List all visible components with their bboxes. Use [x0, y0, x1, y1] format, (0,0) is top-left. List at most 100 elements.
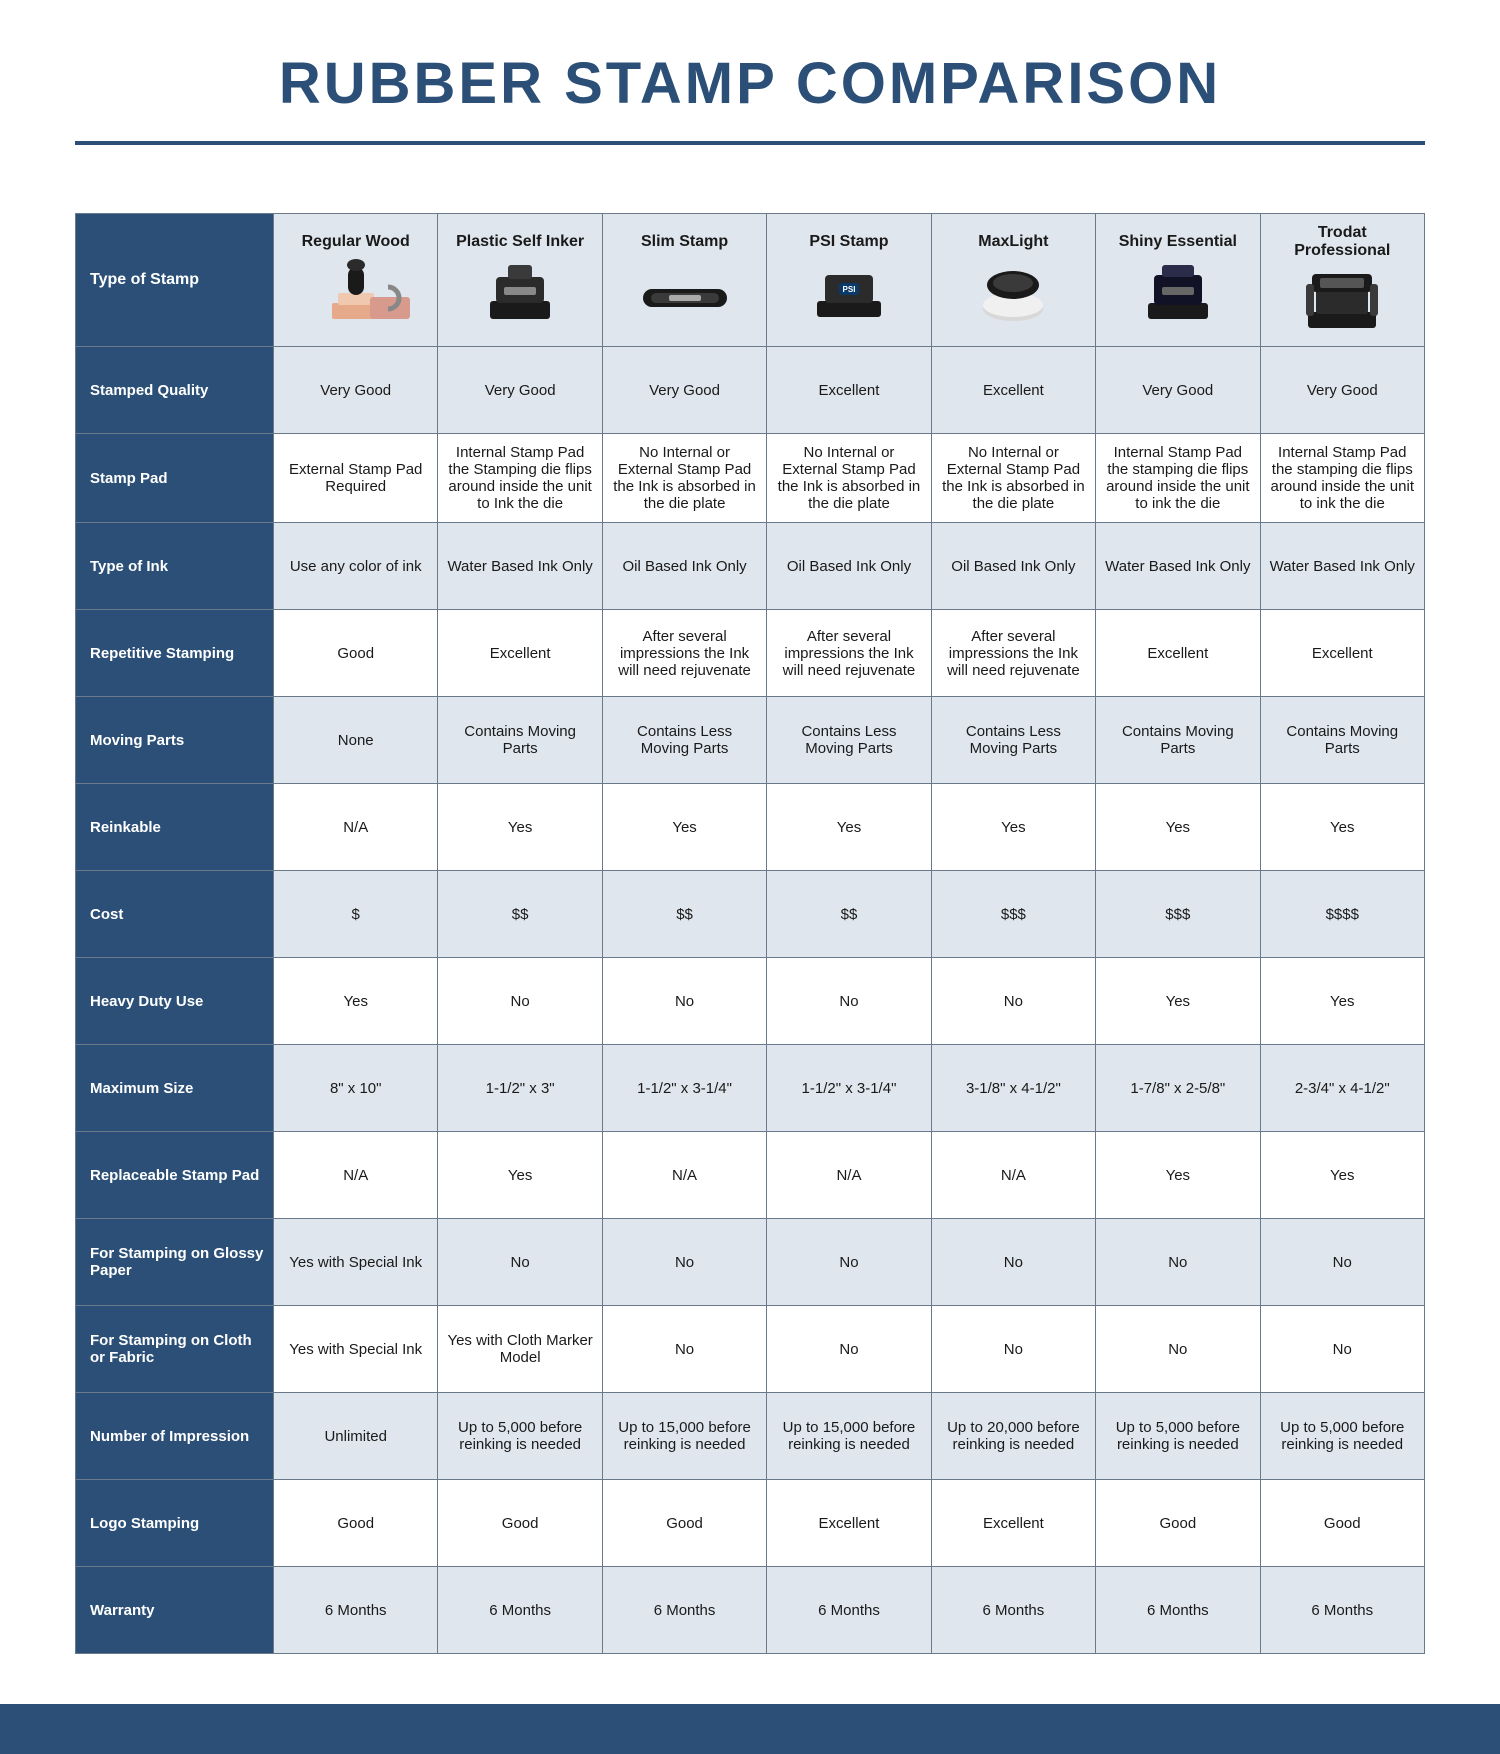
cell: 1-1/2" x 3-1/4" [602, 1045, 766, 1132]
column-header-label: PSI Stamp [775, 233, 922, 251]
table-row: Number of ImpressionUnlimitedUp to 5,000… [76, 1393, 1425, 1480]
row-header: Repetitive Stamping [76, 610, 274, 697]
cell: Internal Stamp Pad the stamping die flip… [1096, 434, 1260, 523]
cell: Excellent [767, 1480, 931, 1567]
shiny-icon [1118, 257, 1238, 327]
row-header: For Stamping on Cloth or Fabric [76, 1306, 274, 1393]
header-row: Type of StampRegular WoodPlastic Self In… [76, 214, 1425, 347]
cell: Contains Less Moving Parts [931, 697, 1095, 784]
cell: 2-3/4" x 4-1/2" [1260, 1045, 1424, 1132]
table-row: ReinkableN/AYesYesYesYesYesYes [76, 784, 1425, 871]
cell: Up to 5,000 before reinking is needed [1260, 1393, 1424, 1480]
cell: Very Good [602, 347, 766, 434]
cell: Contains Less Moving Parts [602, 697, 766, 784]
cell: 1-1/2" x 3-1/4" [767, 1045, 931, 1132]
cell: 1-1/2" x 3" [438, 1045, 602, 1132]
cell: Contains Moving Parts [1096, 697, 1260, 784]
wood-icon [296, 257, 416, 327]
footer-band [0, 1704, 1500, 1754]
cell: No [767, 1219, 931, 1306]
cell: $$$ [1096, 871, 1260, 958]
cell: Good [602, 1480, 766, 1567]
row-header: Type of Ink [76, 523, 274, 610]
cell: 6 Months [602, 1567, 766, 1654]
cell: Very Good [1096, 347, 1260, 434]
table-row: For Stamping on Cloth or FabricYes with … [76, 1306, 1425, 1393]
cell: Unlimited [274, 1393, 438, 1480]
cell: 6 Months [274, 1567, 438, 1654]
cell: No [602, 1306, 766, 1393]
column-header-label: Trodat Professional [1269, 224, 1416, 260]
cell: Yes [1260, 958, 1424, 1045]
table-row: Cost$$$$$$$$$$$$$$$$$ [76, 871, 1425, 958]
cell: No [438, 1219, 602, 1306]
column-header: PSI Stamp [767, 214, 931, 347]
cell: Very Good [1260, 347, 1424, 434]
cell: Good [274, 1480, 438, 1567]
cell: Good [1260, 1480, 1424, 1567]
cell: Up to 5,000 before reinking is needed [438, 1393, 602, 1480]
cell: Good [274, 610, 438, 697]
cell: Yes with Special Ink [274, 1219, 438, 1306]
cell: Excellent [931, 347, 1095, 434]
row-header: Cost [76, 871, 274, 958]
cell: $$$$ [1260, 871, 1424, 958]
cell: No Internal or External Stamp Pad the In… [931, 434, 1095, 523]
cell: No Internal or External Stamp Pad the In… [767, 434, 931, 523]
cell: 6 Months [767, 1567, 931, 1654]
cell: Yes [1260, 1132, 1424, 1219]
column-header-label: Plastic Self Inker [446, 233, 593, 251]
table-row: Warranty6 Months6 Months6 Months6 Months… [76, 1567, 1425, 1654]
column-header: Slim Stamp [602, 214, 766, 347]
table-row: Logo StampingGoodGoodGoodExcellentExcell… [76, 1480, 1425, 1567]
table-head: Type of StampRegular WoodPlastic Self In… [76, 214, 1425, 347]
cell: Internal Stamp Pad the stamping die flip… [1260, 434, 1424, 523]
cell: Yes with Special Ink [274, 1306, 438, 1393]
cell: Water Based Ink Only [1260, 523, 1424, 610]
cell: No [1260, 1306, 1424, 1393]
column-header: Shiny Essential [1096, 214, 1260, 347]
cell: 6 Months [1096, 1567, 1260, 1654]
cell: No [602, 1219, 766, 1306]
row-header: For Stamping on Glossy Paper [76, 1219, 274, 1306]
trodat-icon [1282, 266, 1402, 336]
cell: No [1096, 1219, 1260, 1306]
row-header: Moving Parts [76, 697, 274, 784]
cell: External Stamp Pad Required [274, 434, 438, 523]
corner-cell: Type of Stamp [76, 214, 274, 347]
cell: $$ [602, 871, 766, 958]
cell: Oil Based Ink Only [931, 523, 1095, 610]
cell: After several impressions the Ink will n… [602, 610, 766, 697]
cell: Yes [438, 1132, 602, 1219]
cell: Contains Moving Parts [438, 697, 602, 784]
row-header: Reinkable [76, 784, 274, 871]
cell: No [1096, 1306, 1260, 1393]
cell: N/A [602, 1132, 766, 1219]
cell: N/A [767, 1132, 931, 1219]
cell: 1-7/8" x 2-5/8" [1096, 1045, 1260, 1132]
cell: 3-1/8" x 4-1/2" [931, 1045, 1095, 1132]
row-header: Replaceable Stamp Pad [76, 1132, 274, 1219]
cell: No [602, 958, 766, 1045]
comparison-table-wrap: Type of StampRegular WoodPlastic Self In… [75, 213, 1425, 1654]
cell: $$$ [931, 871, 1095, 958]
cell: No [438, 958, 602, 1045]
slim-icon [625, 257, 745, 327]
cell: No [931, 958, 1095, 1045]
cell: Up to 5,000 before reinking is needed [1096, 1393, 1260, 1480]
cell: Water Based Ink Only [438, 523, 602, 610]
cell: Contains Less Moving Parts [767, 697, 931, 784]
table-row: Heavy Duty UseYesNoNoNoNoYesYes [76, 958, 1425, 1045]
cell: 6 Months [1260, 1567, 1424, 1654]
title-rule [75, 141, 1425, 145]
cell: Contains Moving Parts [1260, 697, 1424, 784]
cell: Up to 15,000 before reinking is needed [767, 1393, 931, 1480]
title-band: RUBBER STAMP COMPARISON [0, 0, 1500, 163]
cell: No [931, 1219, 1095, 1306]
row-header: Warranty [76, 1567, 274, 1654]
row-header: Stamp Pad [76, 434, 274, 523]
cell: Yes [931, 784, 1095, 871]
page-title: RUBBER STAMP COMPARISON [0, 50, 1500, 117]
cell: Yes [767, 784, 931, 871]
table-row: Maximum Size8" x 10"1-1/2" x 3"1-1/2" x … [76, 1045, 1425, 1132]
